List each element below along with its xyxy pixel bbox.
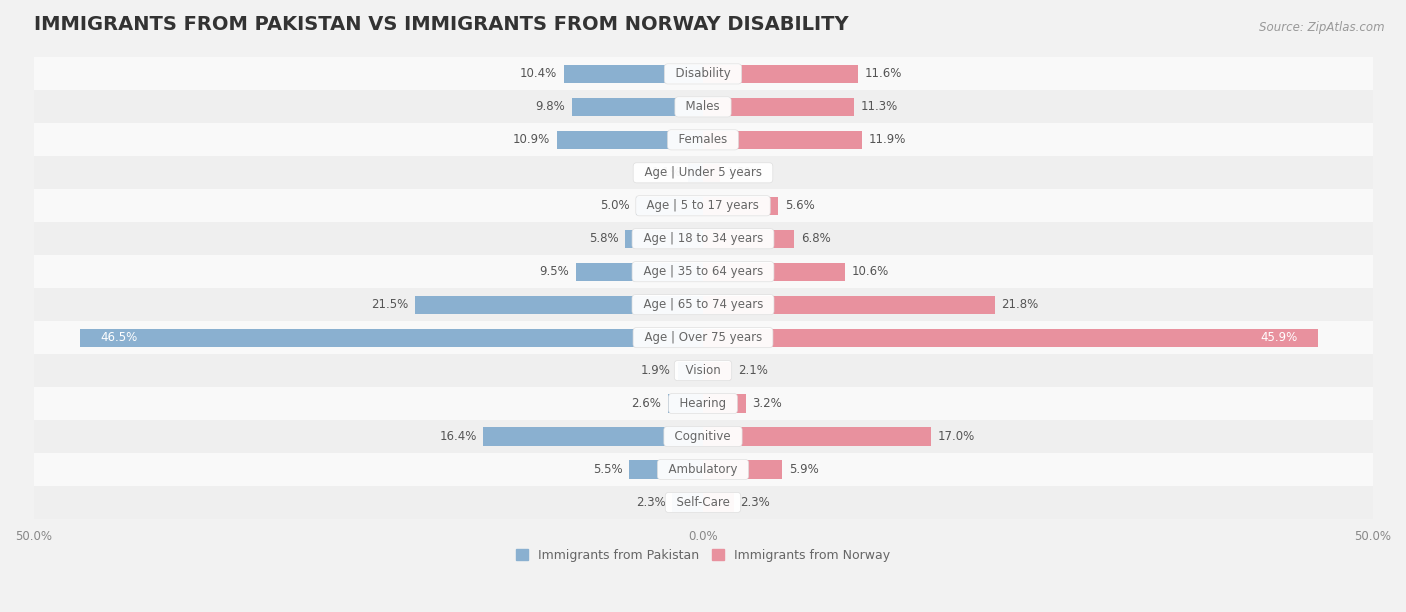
Text: 1.9%: 1.9%	[641, 364, 671, 377]
Text: 11.3%: 11.3%	[860, 100, 898, 113]
Text: 5.8%: 5.8%	[589, 232, 619, 245]
Text: 6.8%: 6.8%	[801, 232, 831, 245]
Text: IMMIGRANTS FROM PAKISTAN VS IMMIGRANTS FROM NORWAY DISABILITY: IMMIGRANTS FROM PAKISTAN VS IMMIGRANTS F…	[34, 15, 848, 34]
Text: Vision: Vision	[678, 364, 728, 377]
Bar	[703, 460, 782, 479]
Bar	[703, 427, 931, 446]
Text: 21.5%: 21.5%	[371, 298, 408, 311]
Bar	[34, 58, 1372, 91]
Bar	[630, 460, 703, 479]
Bar	[34, 255, 1372, 288]
Bar	[703, 263, 845, 281]
Bar	[703, 98, 855, 116]
Text: 1.1%: 1.1%	[652, 166, 682, 179]
Bar	[576, 263, 703, 281]
Text: 9.8%: 9.8%	[536, 100, 565, 113]
Bar	[668, 395, 703, 412]
Bar	[34, 124, 1372, 156]
Text: Females: Females	[671, 133, 735, 146]
Bar	[703, 164, 720, 182]
Text: 5.6%: 5.6%	[785, 200, 814, 212]
Text: 5.0%: 5.0%	[600, 200, 630, 212]
Text: 2.6%: 2.6%	[631, 397, 661, 410]
Bar	[703, 296, 995, 314]
Text: Age | Under 5 years: Age | Under 5 years	[637, 166, 769, 179]
Bar	[703, 65, 858, 83]
Text: Disability: Disability	[668, 67, 738, 80]
Bar	[34, 453, 1372, 486]
Text: 9.5%: 9.5%	[540, 265, 569, 278]
Bar	[703, 230, 794, 248]
Text: 16.4%: 16.4%	[439, 430, 477, 443]
Bar	[689, 164, 703, 182]
Bar	[703, 196, 778, 215]
Text: 45.9%: 45.9%	[1260, 331, 1298, 344]
Text: Ambulatory: Ambulatory	[661, 463, 745, 476]
Bar	[34, 91, 1372, 124]
Text: 2.3%: 2.3%	[741, 496, 770, 509]
Text: Age | 35 to 64 years: Age | 35 to 64 years	[636, 265, 770, 278]
Text: 5.9%: 5.9%	[789, 463, 818, 476]
Bar	[484, 427, 703, 446]
Text: 5.5%: 5.5%	[593, 463, 623, 476]
Bar	[557, 131, 703, 149]
Bar	[626, 230, 703, 248]
Text: Age | 18 to 34 years: Age | 18 to 34 years	[636, 232, 770, 245]
Bar	[34, 189, 1372, 222]
Bar	[703, 329, 1317, 346]
Bar	[34, 321, 1372, 354]
Text: Source: ZipAtlas.com: Source: ZipAtlas.com	[1260, 21, 1385, 34]
Text: 1.3%: 1.3%	[727, 166, 756, 179]
Bar	[703, 131, 862, 149]
Bar	[572, 98, 703, 116]
Text: 10.6%: 10.6%	[852, 265, 889, 278]
Text: Age | Over 75 years: Age | Over 75 years	[637, 331, 769, 344]
Bar	[34, 354, 1372, 387]
Bar	[564, 65, 703, 83]
Bar	[636, 196, 703, 215]
Text: 2.1%: 2.1%	[738, 364, 768, 377]
Bar	[34, 288, 1372, 321]
Bar	[34, 222, 1372, 255]
Text: 11.6%: 11.6%	[865, 67, 903, 80]
Text: 10.9%: 10.9%	[513, 133, 550, 146]
Bar	[34, 387, 1372, 420]
Bar	[34, 486, 1372, 519]
Text: 10.4%: 10.4%	[520, 67, 557, 80]
Bar	[415, 296, 703, 314]
Text: 3.2%: 3.2%	[752, 397, 782, 410]
Text: 11.9%: 11.9%	[869, 133, 907, 146]
Bar	[703, 395, 745, 412]
Bar	[703, 362, 731, 379]
Text: 21.8%: 21.8%	[1001, 298, 1039, 311]
Bar	[34, 156, 1372, 189]
Bar	[80, 329, 703, 346]
Bar	[672, 493, 703, 512]
Text: Age | 5 to 17 years: Age | 5 to 17 years	[640, 200, 766, 212]
Text: Age | 65 to 74 years: Age | 65 to 74 years	[636, 298, 770, 311]
Bar	[678, 362, 703, 379]
Text: 17.0%: 17.0%	[938, 430, 974, 443]
Text: Hearing: Hearing	[672, 397, 734, 410]
Legend: Immigrants from Pakistan, Immigrants from Norway: Immigrants from Pakistan, Immigrants fro…	[510, 543, 896, 567]
Text: 2.3%: 2.3%	[636, 496, 665, 509]
Bar	[34, 420, 1372, 453]
Text: Males: Males	[679, 100, 727, 113]
Text: Cognitive: Cognitive	[668, 430, 738, 443]
Bar	[703, 493, 734, 512]
Text: 46.5%: 46.5%	[100, 331, 138, 344]
Text: Self-Care: Self-Care	[669, 496, 737, 509]
